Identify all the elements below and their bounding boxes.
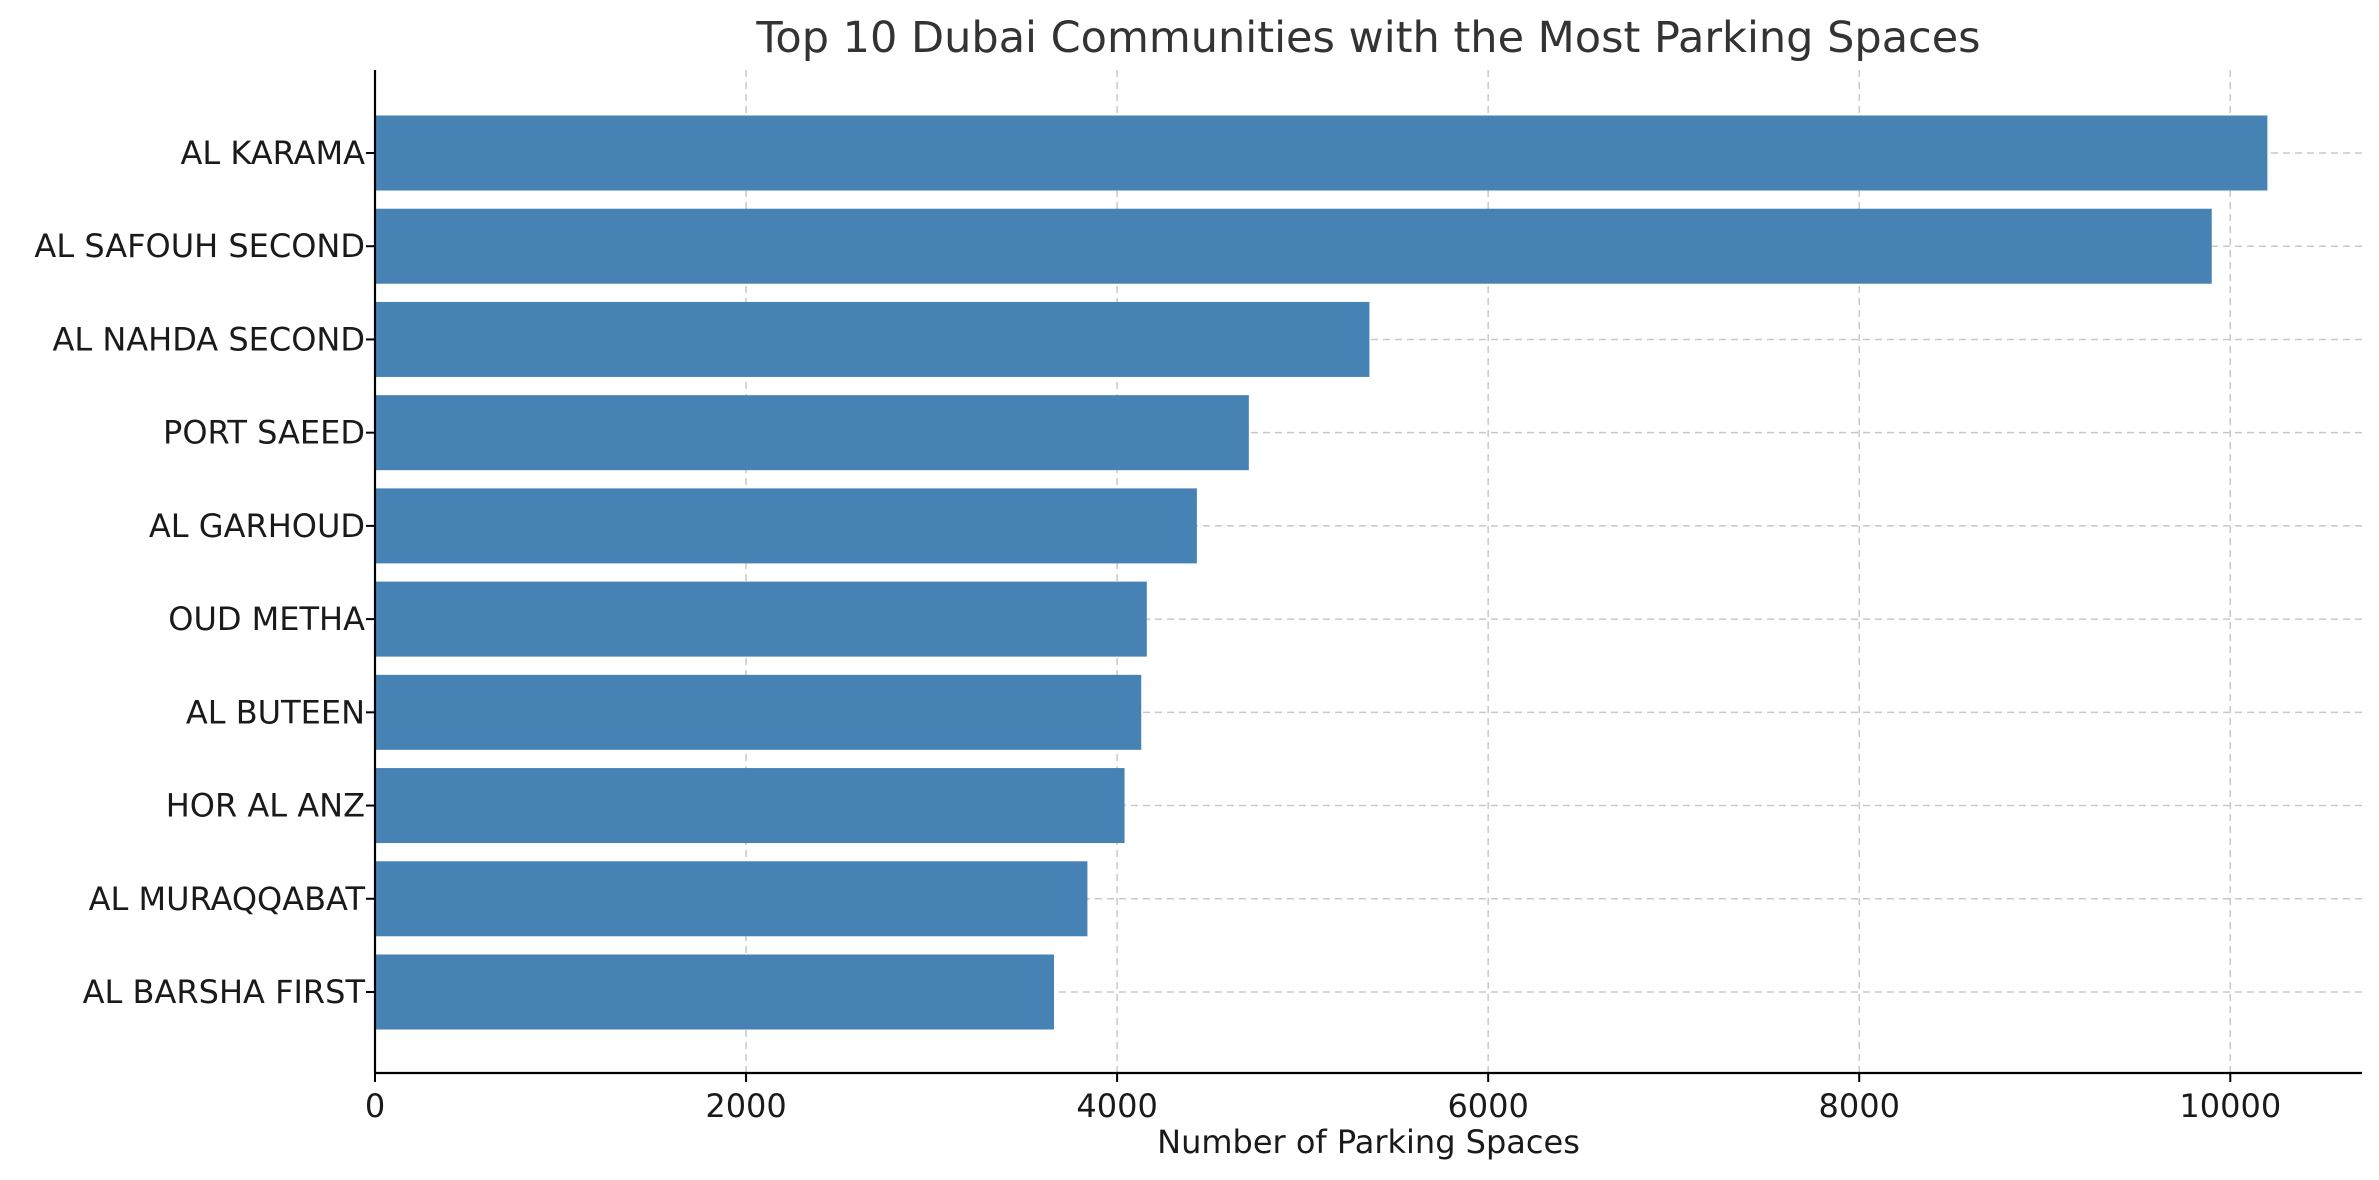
y-tick-label-0: AL KARAMA — [180, 134, 365, 172]
bar-3 — [375, 395, 1249, 471]
y-tick-label-8: AL MURAQQABAT — [89, 880, 366, 918]
bars — [375, 115, 2268, 1030]
bar-5 — [375, 581, 1147, 657]
y-tick-label-9: AL BARSHA FIRST — [83, 973, 366, 1011]
x-axis-label: Number of Parking Spaces — [1157, 1123, 1580, 1161]
axes — [366, 70, 2362, 1082]
x-tick-label-4: 8000 — [1819, 1087, 1900, 1125]
bar-6 — [375, 674, 1142, 750]
y-tick-label-5: OUD METHA — [168, 600, 365, 638]
bar-8 — [375, 861, 1088, 937]
bar-2 — [375, 301, 1370, 377]
y-tick-label-7: HOR AL ANZ — [166, 787, 365, 825]
bar-9 — [375, 954, 1055, 1030]
x-tick-label-1: 2000 — [705, 1087, 786, 1125]
y-tick-label-6: AL BUTEEN — [186, 693, 365, 731]
bar-0 — [375, 115, 2268, 191]
chart-title: Top 10 Dubai Communities with the Most P… — [755, 13, 1980, 63]
y-tick-label-4: AL GARHOUD — [149, 507, 365, 545]
y-tick-label-3: PORT SAEED — [163, 414, 365, 452]
tick-labels: 0 2000 4000 6000 8000 10000 AL KARAMA AL SAFOUH… — [34, 134, 2281, 1125]
x-tick-label-3: 6000 — [1447, 1087, 1528, 1125]
x-tick-label-2: 4000 — [1076, 1087, 1157, 1125]
y-tick-label-2: AL NAHDA SECOND — [52, 320, 365, 358]
bar-4 — [375, 488, 1197, 564]
y-tick-label-1: AL SAFOUH SECOND — [34, 227, 365, 265]
bar-7 — [375, 768, 1125, 844]
x-tick-label-0: 0 — [365, 1087, 385, 1125]
bar-1 — [375, 208, 2212, 284]
x-tick-label-5: 10000 — [2179, 1087, 2281, 1125]
